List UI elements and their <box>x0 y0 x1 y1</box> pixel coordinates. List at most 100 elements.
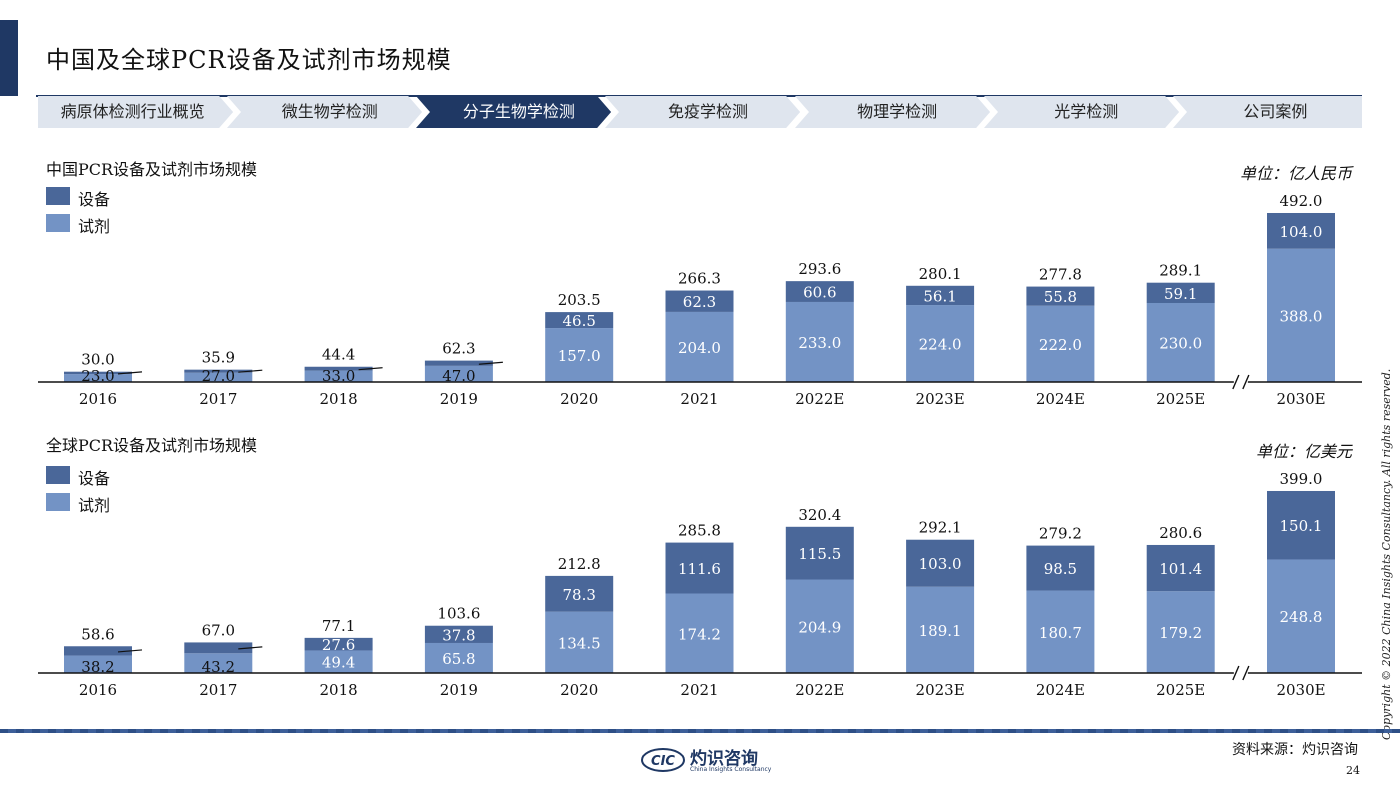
legend-label: 设备 <box>78 190 111 209</box>
category-tick-label: 2021 <box>680 390 718 408</box>
bar-reagent-2018 <box>304 370 373 382</box>
bar-equipment-2023E <box>906 539 975 587</box>
nav-tab-7[interactable]: 公司案例 <box>1172 96 1362 128</box>
total-value-label: 320.4 <box>798 506 841 524</box>
chart-title: 全球PCR设备及试剂市场规模 <box>46 436 258 455</box>
bar-equipment-2025E <box>1146 544 1215 592</box>
bar-equipment-2025E <box>1146 282 1215 303</box>
cic-logo: CIC 灼识咨询 China Insights Consultancy <box>640 744 771 776</box>
category-tick-label: 2018 <box>320 390 358 408</box>
reagent-value-label: 179.2 <box>1159 624 1202 642</box>
total-value-label: 280.1 <box>919 265 962 283</box>
bar-equipment-2016 <box>64 646 132 656</box>
corner-accent-bar <box>0 20 18 96</box>
reagent-value-label: 65.8 <box>442 650 475 668</box>
category-tick-label: 2023E <box>916 681 965 699</box>
category-tick-label: 2023E <box>916 390 965 408</box>
total-value-label: 279.2 <box>1039 525 1082 543</box>
category-tick-label: 2020 <box>560 681 598 699</box>
legend-swatch-equipment <box>46 466 70 484</box>
equipment-value-label: 59.1 <box>1164 285 1197 303</box>
equipment-value-label: 62.3 <box>683 293 716 311</box>
total-value-label: 292.1 <box>919 519 962 537</box>
nav-tab-2[interactable]: 微生物学检测 <box>227 96 423 128</box>
reagent-value-label: 248.8 <box>1280 608 1323 626</box>
bar-equipment-2030E <box>1267 490 1335 560</box>
nav-tab-label: 分子生物学检测 <box>462 102 575 121</box>
equipment-value-label: 60.6 <box>803 284 836 302</box>
total-value-label: 30.0 <box>81 351 114 369</box>
total-value-label: 266.3 <box>678 270 721 288</box>
china-pcr-plot: 23.030.0 2016 27.035.9 2017 33.0 44.4 2018 47.0… <box>38 192 1362 408</box>
nav-tab-label: 免疫学检测 <box>667 102 748 121</box>
bar-equipment-2016 <box>64 371 132 375</box>
bar-equipment-2021 <box>665 542 734 594</box>
reagent-value-label: 189.1 <box>919 622 962 640</box>
legend-swatch-equipment <box>46 187 70 205</box>
equipment-value-label: 98.5 <box>1044 560 1077 578</box>
category-tick-label: 2025E <box>1156 681 1205 699</box>
bar-reagent-2019 <box>424 365 493 382</box>
chart-title: 中国PCR设备及试剂市场规模 <box>46 160 258 179</box>
nav-tab-label: 公司案例 <box>1243 102 1308 121</box>
equipment-value-label: 78.3 <box>562 586 595 604</box>
bar-equipment-2022E <box>785 526 854 580</box>
nav-tab-label: 病原体检测行业概览 <box>60 102 205 121</box>
nav-tab-6[interactable]: 光学检测 <box>983 96 1179 128</box>
category-tick-label: 2024E <box>1036 390 1085 408</box>
bar-equipment-2024E <box>1026 286 1095 306</box>
page-title: 中国及全球PCR设备及试剂市场规模 <box>46 46 452 74</box>
total-value-label: 212.8 <box>558 555 601 573</box>
legend-swatch-reagent <box>46 493 70 511</box>
total-value-label: 35.9 <box>202 349 235 367</box>
total-value-label: 77.1 <box>322 617 355 635</box>
total-value-label: 44.4 <box>322 346 355 364</box>
total-value-label: 58.6 <box>81 625 114 643</box>
axis-break-mark <box>1232 665 1240 681</box>
equipment-value-label: 27.6 <box>322 636 355 654</box>
bar-reagent-2020 <box>545 328 614 382</box>
equipment-value-label: 56.1 <box>923 287 956 305</box>
bar-reagent-2019 <box>424 642 493 673</box>
total-value-label: 289.1 <box>1159 262 1202 280</box>
category-tick-label: 2022E <box>795 390 844 408</box>
category-tick-label: 2021 <box>680 681 718 699</box>
bar-equipment-2018 <box>304 366 373 371</box>
bar-reagent-2016 <box>64 655 132 673</box>
total-value-label: 280.6 <box>1159 524 1202 542</box>
equipment-value-label: 115.5 <box>798 545 841 563</box>
reagent-value-label: 204.0 <box>678 339 721 357</box>
nav-tab-5[interactable]: 物理学检测 <box>794 96 990 128</box>
bar-reagent-2021 <box>665 593 734 673</box>
reagent-value-label: 204.9 <box>798 618 841 636</box>
axis-break-mark <box>1232 374 1240 390</box>
bar-equipment-2019 <box>424 360 493 366</box>
reagent-value-label: 134.5 <box>558 634 601 652</box>
bar-equipment-2023E <box>906 285 975 306</box>
nav-tab-3[interactable]: 分子生物学检测 <box>416 96 612 128</box>
reagent-value-label: 230.0 <box>1159 334 1202 352</box>
bar-reagent-2020 <box>545 611 614 673</box>
global-pcr-plot: 38.2 58.6 2016 43.2 67.0 2017 49.427.677.1 2018… <box>38 470 1362 699</box>
section-navigation: 病原体检测行业概览 微生物学检测 分子生物学检测 免疫学检测 物理学检测 光学检测 公司案例 <box>38 96 1362 128</box>
bar-equipment-2020 <box>545 575 614 612</box>
nav-tab-label: 微生物学检测 <box>281 102 378 121</box>
category-tick-label: 2019 <box>440 390 478 408</box>
reagent-value-label: 222.0 <box>1039 336 1082 354</box>
category-tick-label: 2020 <box>560 390 598 408</box>
logo-name: 灼识咨询 <box>690 749 758 769</box>
nav-tab-4[interactable]: 免疫学检测 <box>605 96 801 128</box>
bar-reagent-2023E <box>906 305 975 382</box>
equipment-leader-line <box>238 646 263 650</box>
reagent-value-label: 43.2 <box>202 658 235 676</box>
total-value-label: 492.0 <box>1280 192 1323 210</box>
axis-break-mark <box>1242 665 1250 681</box>
total-value-label: 203.5 <box>558 291 601 309</box>
bar-reagent-2016 <box>64 374 132 382</box>
bar-equipment-2019 <box>424 625 493 643</box>
reagent-value-label: 180.7 <box>1039 624 1082 642</box>
nav-tab-1[interactable]: 病原体检测行业概览 <box>38 96 234 128</box>
bar-reagent-2017 <box>184 372 253 382</box>
equipment-leader-line <box>117 371 143 375</box>
equipment-value-label: 55.8 <box>1044 288 1077 306</box>
